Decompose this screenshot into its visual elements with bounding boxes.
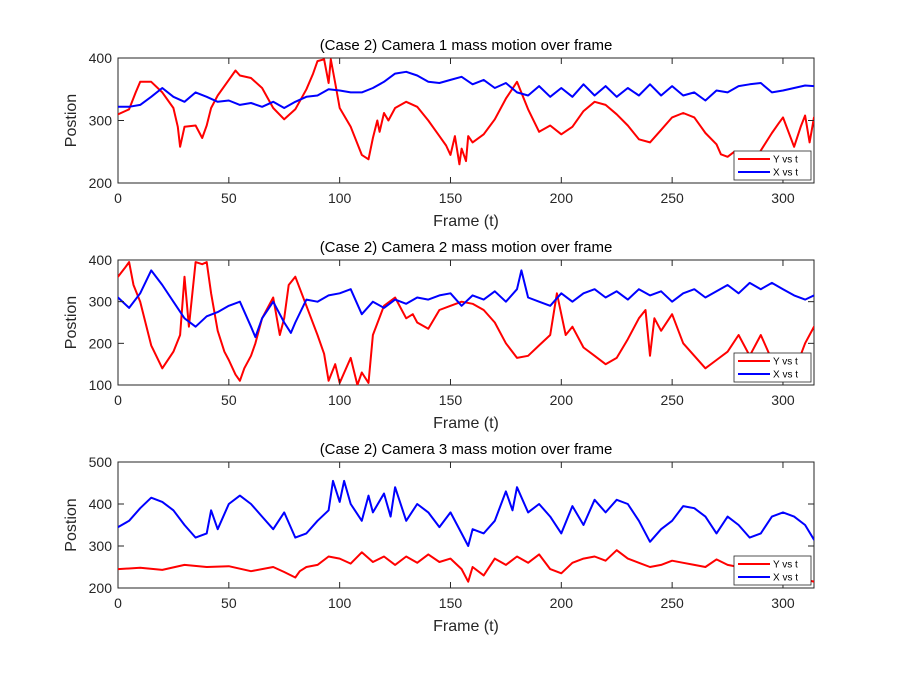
x-tick-label: 150 [439,595,463,611]
legend-entry: X vs t [773,370,798,381]
chart-title: (Case 2) Camera 1 mass motion over frame [320,37,613,54]
series-line-x [118,269,814,339]
x-tick-label: 250 [660,190,684,206]
chart-title: (Case 2) Camera 2 mass motion over frame [320,239,613,256]
subplot-2: 0 50 100 150 200 250 300 100 200 300 400 (Case 2) C… [63,239,815,432]
x-tick-label: 0 [114,190,122,206]
x-tick-label: 300 [771,392,795,408]
y-tick-label: 200 [89,175,113,191]
legend-entry: Y vs t [773,155,798,166]
x-axis-label: Frame (t) [433,415,499,432]
y-tick-label: 400 [89,50,113,66]
x-tick-label: 50 [221,392,237,408]
series-line-y [118,549,814,583]
legend-entry: Y vs t [773,357,798,368]
y-axis-label: Postion [63,498,80,551]
y-tick-label: 300 [89,113,113,129]
x-tick-label: 100 [328,190,352,206]
legend-entry: X vs t [773,168,798,179]
x-tick-label: 200 [550,595,574,611]
x-tick-label: 200 [550,190,574,206]
legend-entry: X vs t [773,573,798,584]
axes-frame [117,259,815,386]
x-tick-label: 100 [328,595,352,611]
y-tick-label: 200 [89,335,113,351]
subplot-3: 0 50 100 150 200 250 300 200 300 400 500 (Case 2) C… [63,441,815,635]
y-tick-label: 300 [89,294,113,310]
y-axis-label: Postion [63,94,80,147]
x-tick-label: 150 [439,190,463,206]
axes-frame [117,461,815,589]
x-tick-label: 250 [660,392,684,408]
legend-box [733,150,812,181]
x-tick-label: 200 [550,392,574,408]
series-line-y [118,58,814,171]
legend-entry: Y vs t [773,560,798,571]
x-tick-label: 0 [114,392,122,408]
series-line-x [118,70,814,109]
legend: Y vs t X vs t [733,352,812,383]
legend: Y vs t X vs t [733,555,812,586]
x-tick-label: 300 [771,595,795,611]
x-tick-label: 50 [221,595,237,611]
axes-frame [117,57,815,184]
y-tick-label: 200 [89,580,113,596]
y-axis-label: Postion [63,296,80,349]
y-tick-label: 400 [89,252,113,268]
y-tick-label: 500 [89,454,113,470]
x-axis-label: Frame (t) [433,213,499,230]
subplot-1: 0 50 100 150 200 250 300 200 300 400 (Case 2) Came… [63,37,815,230]
legend-box [733,352,812,383]
x-tick-label: 150 [439,392,463,408]
chart-title: (Case 2) Camera 3 mass motion over frame [320,441,613,458]
legend-box [733,555,812,586]
series-line-y [118,261,814,385]
series-line-x [118,479,814,547]
y-tick-label: 300 [89,538,113,554]
x-tick-label: 300 [771,190,795,206]
x-tick-label: 0 [114,595,122,611]
x-tick-label: 100 [328,392,352,408]
y-tick-label: 400 [89,496,113,512]
y-tick-label: 100 [89,377,113,393]
x-tick-label: 250 [660,595,684,611]
x-axis-label: Frame (t) [433,618,499,635]
x-tick-label: 50 [221,190,237,206]
legend: Y vs t X vs t [733,150,812,181]
